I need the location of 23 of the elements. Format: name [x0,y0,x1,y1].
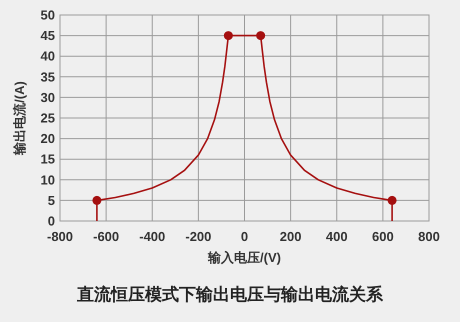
x-tick-label: 800 [418,229,440,244]
x-tick-label: -200 [185,229,212,244]
y-tick-label: 15 [40,152,55,167]
y-tick-label: 40 [40,48,55,64]
y-tick-label: 25 [40,110,55,126]
y-axis-title: 输出电流/(A) [12,81,27,156]
text: 直流恒压模式下输出电压与输出电流关系 [76,285,384,304]
y-tick-label: 5 [48,192,55,208]
x-tick-label: 200 [280,229,302,244]
y-tick-label: 0 [48,214,55,228]
y-tick-label: 30 [40,90,55,105]
y-tick-label: 10 [40,172,55,188]
x-tick-label: 0 [240,229,248,244]
x-axis-title: 输入电压/(V) [207,250,281,265]
x-tick-label: 600 [372,229,394,244]
y-tick-label: 45 [40,28,55,44]
y-tick-label: 50 [40,8,55,22]
x-tick-label: -600 [93,229,120,244]
x-tick-label: -400 [139,229,166,244]
x-tick-label: 400 [326,229,348,244]
y-tick-label: 35 [40,69,55,84]
y-tick-label: 20 [40,131,55,146]
x-tick-label: -800 [46,229,74,244]
